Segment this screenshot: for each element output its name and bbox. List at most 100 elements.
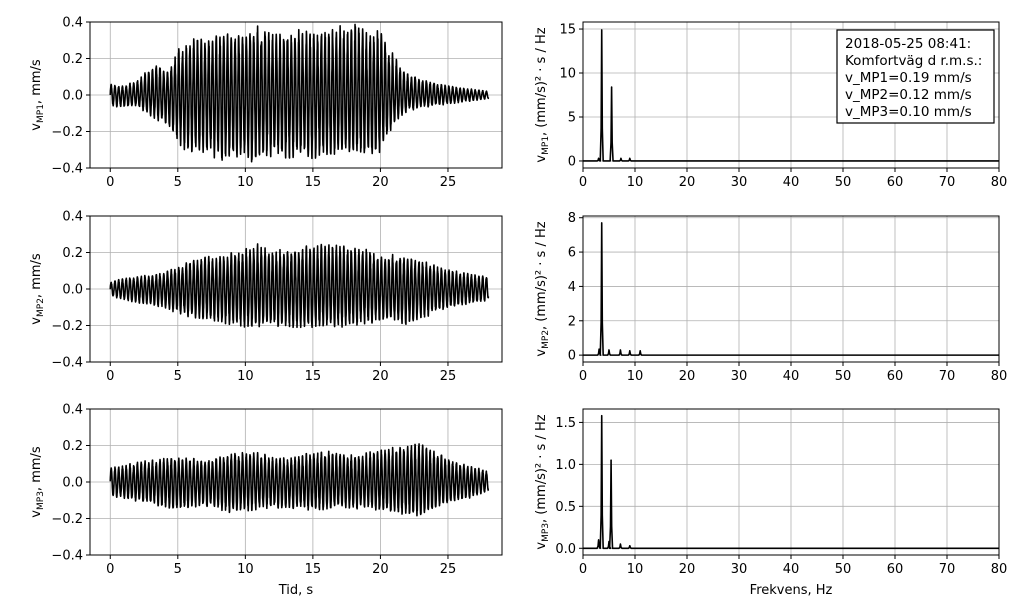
x-tick-label: 20 [372,562,389,577]
y-tick-label: −0.4 [51,549,83,564]
x-tick-label: 5 [174,175,182,190]
y-tick-label: 0.2 [62,246,83,261]
spectrum-peak [608,540,610,543]
annotation-line: v_MP3=0.10 mm/s [845,104,972,120]
annotation-line: v_MP1=0.19 mm/s [845,70,972,86]
spectrum-peak [619,349,622,351]
x-tick-label: 0 [106,175,114,190]
x-tick-label: 0 [579,562,587,577]
spectrum-peak [598,157,600,159]
y-tick-label: 5 [568,110,576,125]
x-tick-label: 20 [372,369,389,384]
spectrum-peak [598,539,600,541]
annotation-line: Komfortväg d r.m.s.: [845,53,982,69]
x-tick-label: 50 [835,369,852,384]
x-tick-label: 50 [835,562,852,577]
x-tick-label: 40 [783,175,800,190]
x-tick-label: 20 [679,175,696,190]
panel-time-2: 0 5 10 15 20 25 −0.4 −0.2 0.0 0.2 0.4 vMP3, mm/s Tid… [29,403,503,598]
x-tick-label: 25 [440,175,457,190]
y-axis-label: vMP3, (mm/s)² · s / Hz [534,414,551,549]
spectrum-peak [639,350,641,352]
x-tick-label: 15 [305,369,322,384]
x-tick-label: 0 [579,369,587,384]
y-tick-label: 15 [559,23,576,38]
x-tick-label: 25 [440,369,457,384]
x-tick-label: 10 [627,369,644,384]
y-tick-label: 0 [568,349,576,364]
x-tick-label: 5 [174,562,182,577]
x-tick-label: 30 [731,175,748,190]
y-axis-label: vMP1, mm/s [29,59,46,131]
spectrum-peak [629,350,631,352]
series-line [583,222,999,356]
y-tick-label: −0.4 [51,162,83,177]
y-tick-label: −0.2 [51,319,83,334]
y-tick-label: 0.5 [555,500,576,515]
y-tick-label: −0.4 [51,356,83,371]
x-tick-label: 25 [440,562,457,577]
x-tick-label: 15 [305,175,322,190]
x-axis-label: Frekvens, Hz [750,583,833,598]
x-tick-label: 50 [835,175,852,190]
x-tick-label: 30 [731,369,748,384]
spectrum-peak [598,348,600,350]
x-tick-label: 80 [991,562,1008,577]
y-tick-label: 2 [568,314,576,329]
x-tick-label: 0 [579,175,587,190]
x-tick-label: 10 [627,175,644,190]
y-axis-label: vMP3, mm/s [29,446,46,518]
panel-time-0: 0 5 10 15 20 25 −0.4 −0.2 0.0 0.2 0.4 vMP1, mm/s [29,16,503,190]
x-tick-label: 40 [783,369,800,384]
x-tick-label: 20 [679,562,696,577]
y-tick-label: −0.2 [51,125,83,140]
x-axis-label: Tid, s [278,583,314,598]
x-tick-label: 0 [106,369,114,384]
x-tick-label: 10 [237,562,254,577]
y-tick-label: 0 [568,154,576,169]
series-line [583,414,999,550]
y-tick-label: 0.0 [555,542,576,557]
x-tick-label: 80 [991,175,1008,190]
x-tick-label: 20 [679,369,696,384]
x-tick-label: 10 [237,369,254,384]
x-tick-label: 15 [305,562,322,577]
y-tick-label: 10 [559,67,576,82]
y-axis-label: vMP1, (mm/s)² · s / Hz [534,27,551,162]
annotation-line: v_MP2=0.12 mm/s [845,87,972,103]
annotation-box [836,29,995,124]
x-tick-label: 20 [372,175,389,190]
spectrum-peak [601,29,603,31]
spectrum-peak [608,349,610,351]
y-tick-label: 0.4 [62,16,83,31]
spectrum-peak [611,86,613,88]
x-tick-label: 60 [887,369,904,384]
y-tick-label: 1.5 [555,416,576,431]
x-tick-label: 60 [887,175,904,190]
spectrum-peak [601,415,603,417]
x-tick-label: 10 [627,562,644,577]
panel-spectrum-1: 0 10 20 30 40 50 60 70 80 0 2 4 6 8 vMP2, (mm/s)² · s … [534,211,1007,384]
x-tick-label: 70 [939,369,956,384]
y-axis-label: vMP2, mm/s [29,253,46,325]
spectrum-peak [629,545,631,547]
spectrum-peak [610,459,612,461]
spectrum-peak [620,157,622,159]
y-tick-label: 0.2 [62,52,83,67]
x-tick-label: 80 [991,369,1008,384]
x-tick-label: 10 [237,175,254,190]
y-tick-label: 6 [568,246,576,261]
y-tick-label: 1.0 [555,458,576,473]
y-tick-label: 0.0 [62,283,83,298]
y-tick-label: 0.0 [62,476,83,491]
spectrum-peak [629,157,631,159]
spectrum-peak [619,543,622,545]
x-tick-label: 30 [731,562,748,577]
x-tick-label: 60 [887,562,904,577]
y-tick-label: 0.2 [62,439,83,454]
y-tick-label: 0.4 [62,403,83,418]
x-tick-label: 70 [939,175,956,190]
panel-time-1: 0 5 10 15 20 25 −0.4 −0.2 0.0 0.2 0.4 vMP2, mm/s [29,210,503,384]
y-tick-label: 0.0 [62,89,83,104]
